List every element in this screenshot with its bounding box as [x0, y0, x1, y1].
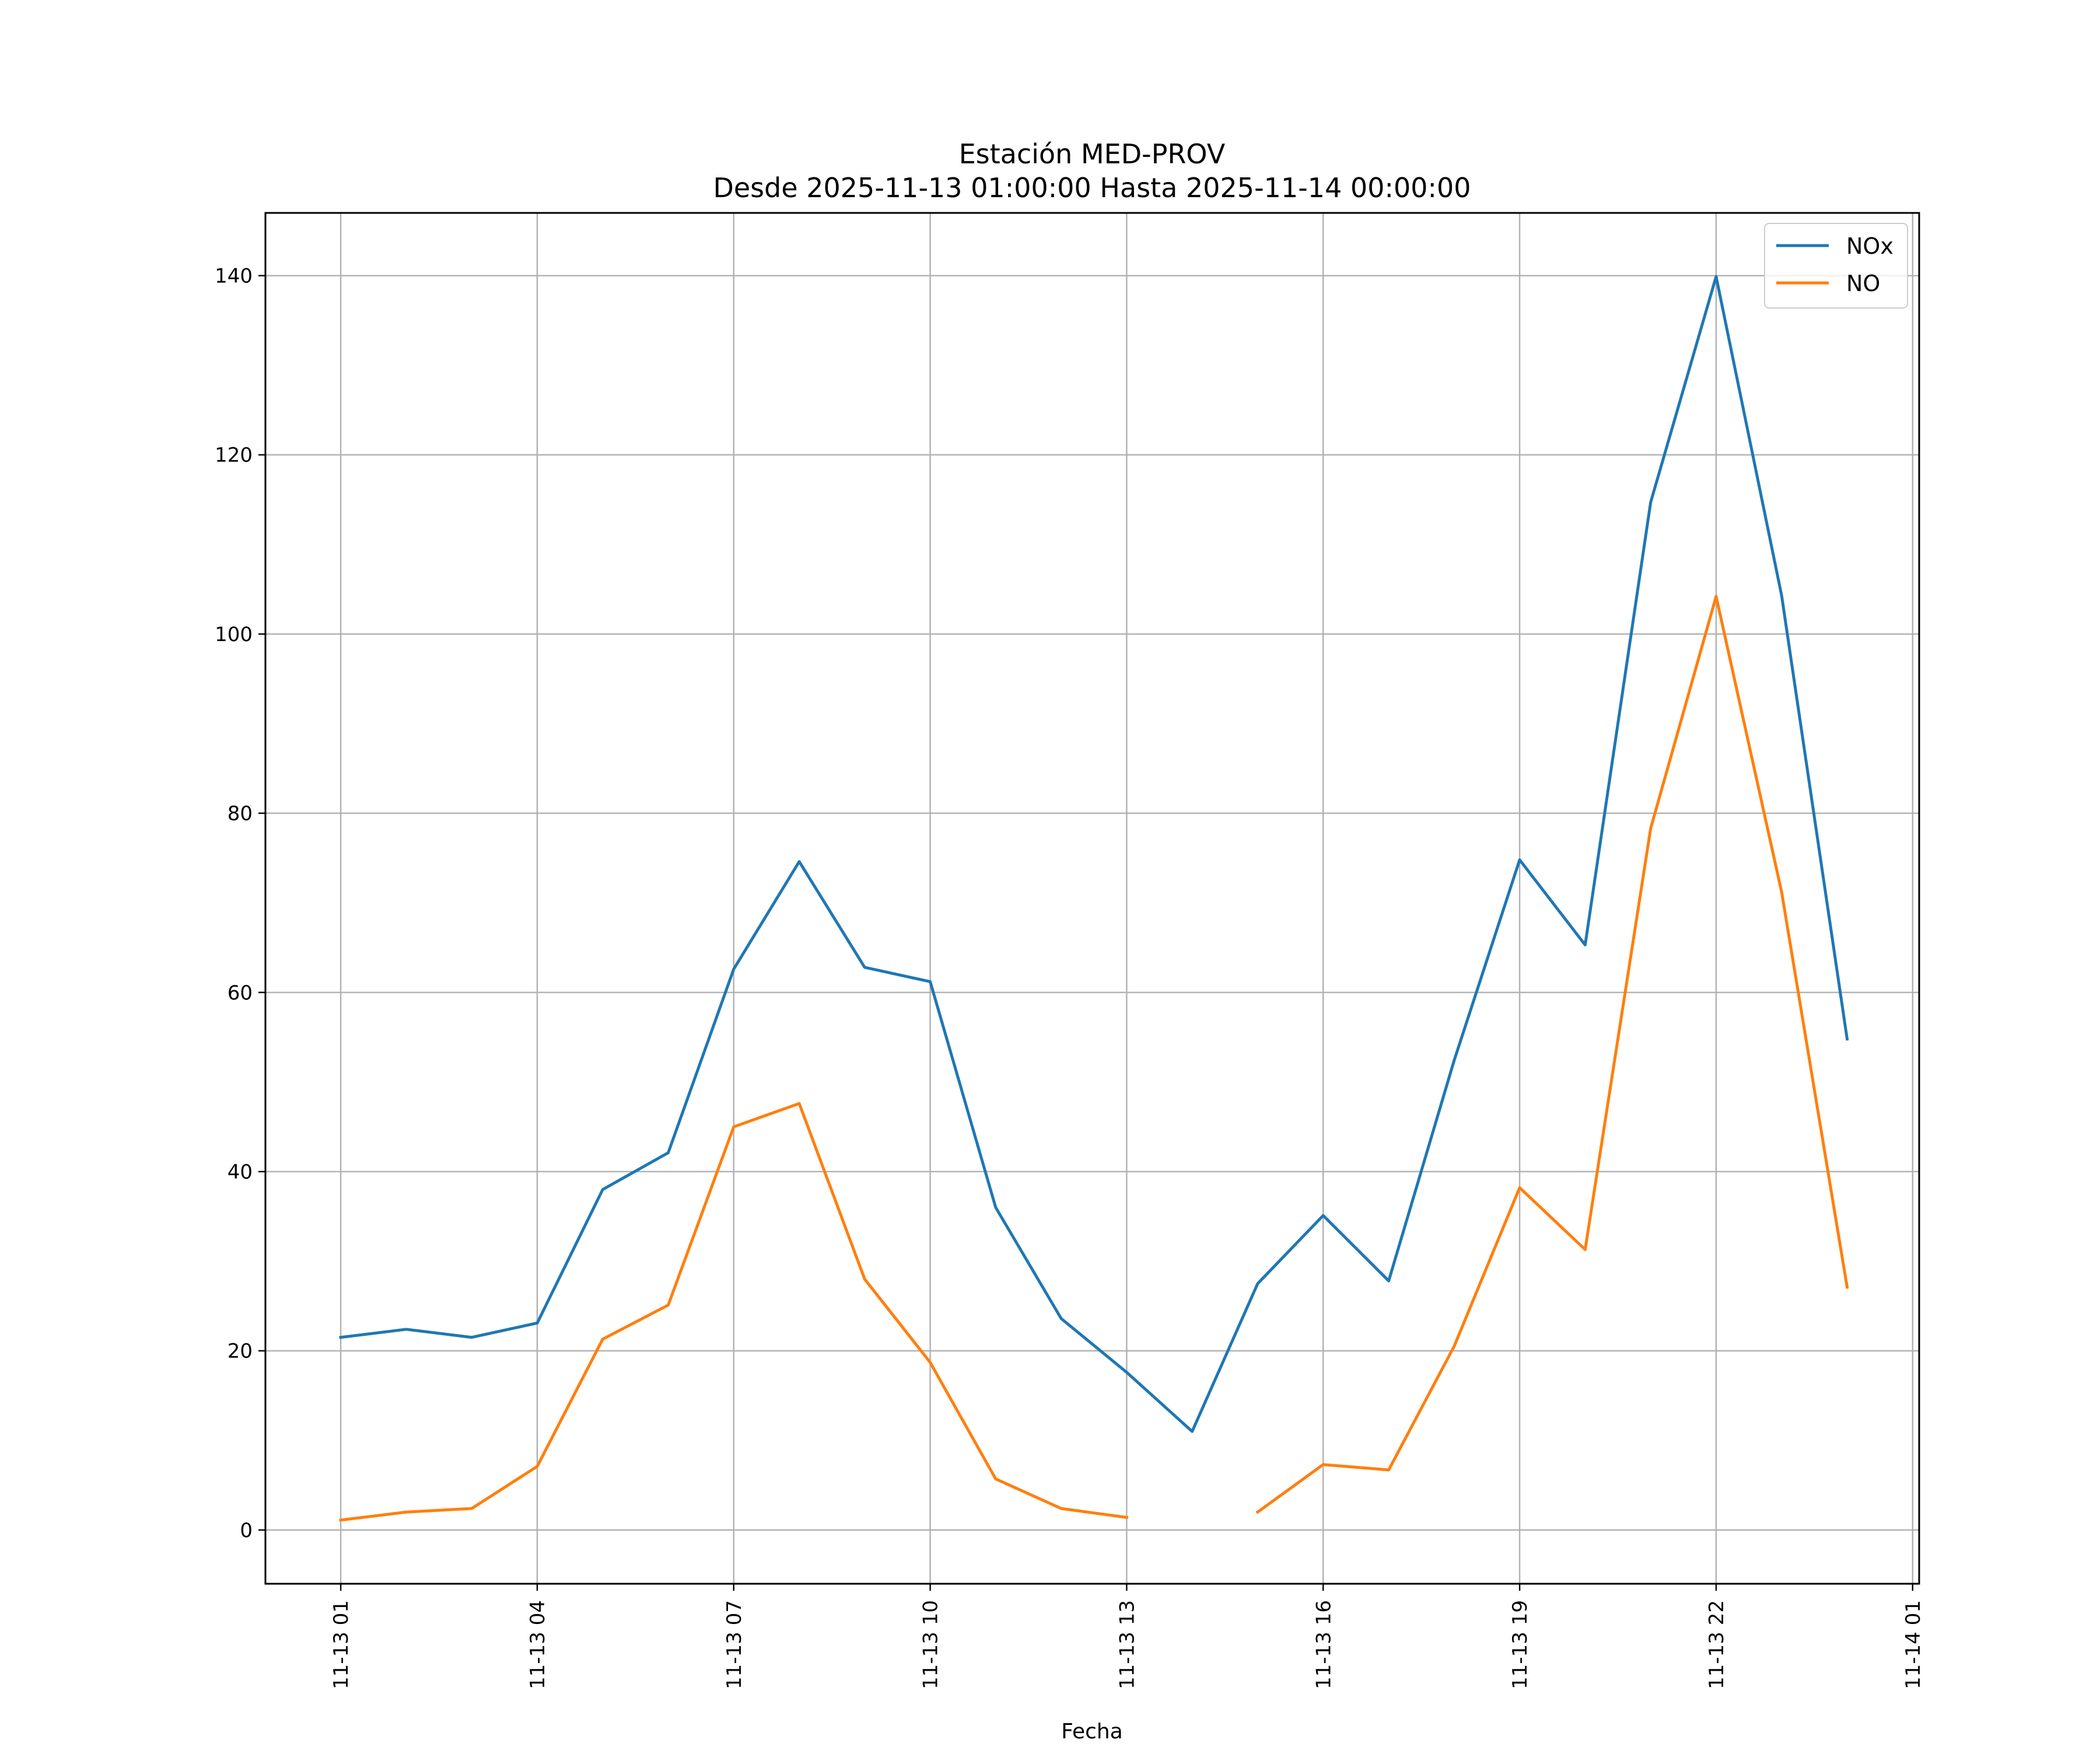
- x-tick-label: 11-13 22: [1705, 1600, 1728, 1689]
- data-point-nox: [1192, 1431, 1193, 1432]
- x-tick-label: 11-13 16: [1312, 1600, 1335, 1689]
- data-point-nox: [1060, 1318, 1062, 1319]
- data-point-no: [930, 1362, 931, 1363]
- x-tick-label: 11-13 13: [1115, 1600, 1139, 1689]
- grid: [265, 213, 1919, 1584]
- data-point-no: [864, 1279, 865, 1280]
- data-point-no: [1584, 1249, 1586, 1250]
- series-line-no: [339, 1102, 1129, 1522]
- data-point-nox: [1454, 1060, 1455, 1061]
- series-nox: [339, 275, 1849, 1433]
- y-tick-label: 140: [215, 265, 253, 288]
- axis-ticks: 0 20 40 60 80 100 120 140 11-13 01 11-13 04 11-13 …: [215, 265, 1925, 1689]
- data-point-nox: [471, 1337, 473, 1338]
- data-point-no: [1060, 1508, 1062, 1509]
- y-tick-label: 100: [215, 623, 253, 646]
- legend: NOx NO: [1764, 223, 1908, 309]
- data-point-nox: [930, 981, 931, 982]
- data-point-no: [1519, 1187, 1520, 1188]
- data-point-nox: [1584, 944, 1586, 946]
- x-tick-label: 11-13 04: [526, 1600, 550, 1689]
- chart-title: Estación MED-PROV: [959, 138, 1226, 170]
- data-point-nox: [1126, 1372, 1127, 1373]
- data-point-nox: [1519, 859, 1520, 860]
- y-tick-label: 60: [228, 981, 253, 1005]
- legend-label-no: NO: [1846, 271, 1880, 296]
- data-point-no: [1846, 1287, 1847, 1288]
- x-axis-label: Fecha: [1061, 1720, 1123, 1744]
- data-point-no: [733, 1126, 734, 1128]
- y-tick-label: 80: [228, 802, 253, 825]
- data-point-no: [799, 1103, 800, 1104]
- data-point-no: [1257, 1511, 1258, 1513]
- plot-frame: [264, 212, 1920, 1585]
- series-no: [339, 594, 1849, 1522]
- data-point-no: [1650, 828, 1651, 829]
- series-line-no: [1255, 594, 1849, 1514]
- data-point-nox: [602, 1189, 603, 1190]
- data-point-no: [1716, 596, 1717, 597]
- data-point-no: [340, 1520, 341, 1521]
- data-point-no: [1781, 891, 1782, 892]
- x-tick-label: 11-13 01: [330, 1600, 353, 1689]
- data-point-no: [471, 1508, 473, 1509]
- x-tick-label: 11-13 19: [1508, 1600, 1532, 1689]
- data-point-nox: [1846, 1038, 1847, 1040]
- chart-subtitle: Desde 2025-11-13 01:00:00 Hasta 2025-11-…: [713, 172, 1471, 204]
- data-point-no: [995, 1478, 996, 1479]
- x-tick-label: 11-14 01: [1902, 1600, 1925, 1689]
- legend-label-nox: NOx: [1846, 233, 1894, 259]
- data-point-no: [668, 1304, 669, 1306]
- data-point-no: [1322, 1464, 1324, 1465]
- y-tick-label: 40: [228, 1160, 253, 1184]
- data-point-no: [537, 1466, 538, 1467]
- data-point-nox: [1388, 1280, 1390, 1282]
- chart-title-group: Estación MED-PROV Desde 2025-11-13 01:00…: [713, 138, 1471, 204]
- series-line-nox: [339, 275, 1849, 1433]
- data-point-nox: [799, 861, 800, 862]
- data-point-nox: [668, 1152, 669, 1153]
- series-lines: [339, 275, 1849, 1522]
- data-point-nox: [1781, 595, 1782, 596]
- data-point-nox: [1716, 276, 1717, 277]
- data-point-no: [405, 1511, 407, 1513]
- data-point-nox: [1257, 1283, 1258, 1284]
- data-point-nox: [1650, 502, 1651, 503]
- data-point-no: [1454, 1346, 1455, 1347]
- data-point-nox: [537, 1322, 538, 1324]
- data-point-nox: [405, 1329, 407, 1330]
- data-point-no: [602, 1339, 603, 1340]
- x-tick-label: 11-13 10: [919, 1600, 943, 1689]
- x-tick-label: 11-13 07: [723, 1600, 746, 1689]
- y-tick-label: 20: [228, 1340, 253, 1363]
- data-point-nox: [340, 1337, 341, 1338]
- data-point-nox: [864, 967, 865, 968]
- y-tick-label: 120: [215, 444, 253, 467]
- data-point-no: [1126, 1517, 1127, 1518]
- data-point-nox: [733, 968, 734, 970]
- data-point-no: [1388, 1469, 1390, 1471]
- data-point-nox: [1322, 1215, 1324, 1216]
- data-point-nox: [995, 1207, 996, 1208]
- y-tick-label: 0: [240, 1519, 253, 1542]
